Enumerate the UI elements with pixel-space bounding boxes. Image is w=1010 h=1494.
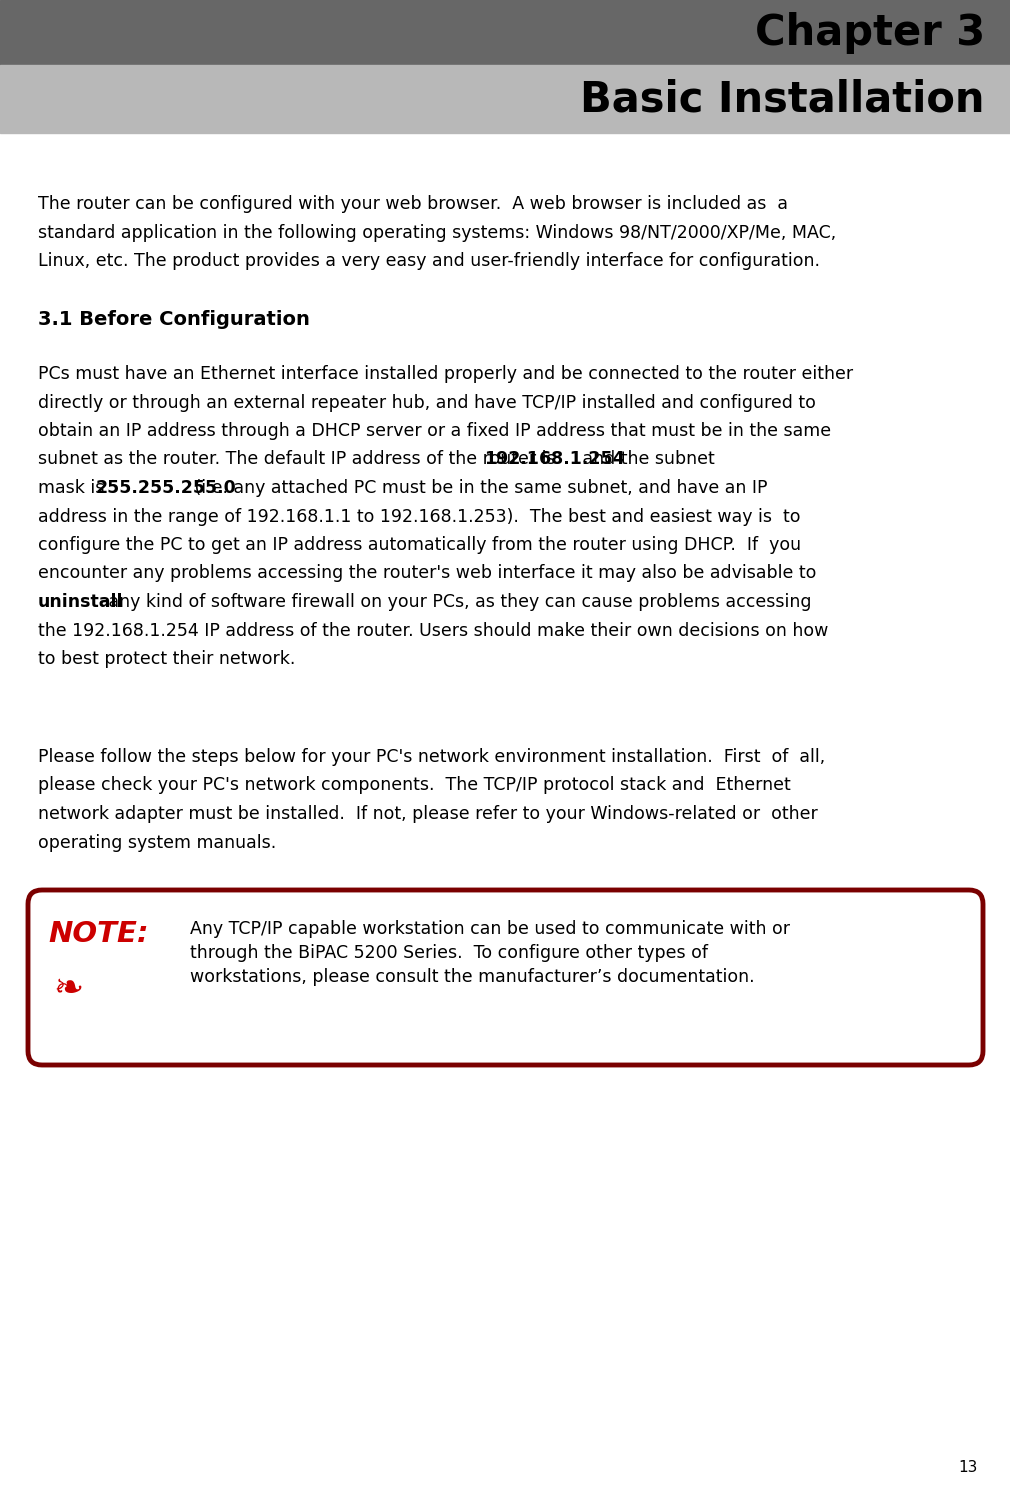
Text: Any TCP/IP capable workstation can be used to communicate with or: Any TCP/IP capable workstation can be us… — [190, 920, 790, 938]
Text: 192.168.1.254: 192.168.1.254 — [484, 451, 624, 469]
Text: uninstall: uninstall — [38, 593, 123, 611]
Text: address in the range of 192.168.1.1 to 192.168.1.253).  The best and easiest way: address in the range of 192.168.1.1 to 1… — [38, 508, 801, 526]
Text: through the BiPAC 5200 Series.  To configure other types of: through the BiPAC 5200 Series. To config… — [190, 944, 708, 962]
Text: workstations, please consult the manufacturer’s documentation.: workstations, please consult the manufac… — [190, 968, 754, 986]
Text: The router can be configured with your web browser.  A web browser is included a: The router can be configured with your w… — [38, 196, 788, 214]
Text: any kind of software firewall on your PCs, as they can cause problems accessing: any kind of software firewall on your PC… — [103, 593, 811, 611]
Text: (i.e. any attached PC must be in the same subnet, and have an IP: (i.e. any attached PC must be in the sam… — [189, 480, 768, 498]
Text: and the subnet: and the subnet — [577, 451, 715, 469]
Text: Please follow the steps below for your PC's network environment installation.  F: Please follow the steps below for your P… — [38, 748, 825, 766]
Text: Chapter 3: Chapter 3 — [754, 12, 985, 54]
Text: mask is: mask is — [38, 480, 110, 498]
FancyBboxPatch shape — [28, 890, 983, 1065]
Text: encounter any problems accessing the router's web interface it may also be advis: encounter any problems accessing the rou… — [38, 565, 816, 583]
Text: directly or through an external repeater hub, and have TCP/IP installed and conf: directly or through an external repeater… — [38, 393, 816, 411]
Text: please check your PC's network components.  The TCP/IP protocol stack and  Ether: please check your PC's network component… — [38, 777, 791, 795]
Text: 13: 13 — [958, 1460, 978, 1475]
Text: operating system manuals.: operating system manuals. — [38, 834, 277, 852]
Text: PCs must have an Ethernet interface installed properly and be connected to the r: PCs must have an Ethernet interface inst… — [38, 365, 853, 382]
Text: obtain an IP address through a DHCP server or a fixed IP address that must be in: obtain an IP address through a DHCP serv… — [38, 421, 831, 441]
Bar — [0, 66, 1010, 133]
Text: configure the PC to get an IP address automatically from the router using DHCP. : configure the PC to get an IP address au… — [38, 536, 801, 554]
Text: to best protect their network.: to best protect their network. — [38, 650, 295, 668]
Text: standard application in the following operating systems: Windows 98/NT/2000/XP/M: standard application in the following op… — [38, 224, 836, 242]
Bar — [0, 0, 1010, 66]
Text: network adapter must be installed.  If not, please refer to your Windows-related: network adapter must be installed. If no… — [38, 805, 818, 823]
Text: 3.1 Before Configuration: 3.1 Before Configuration — [38, 309, 310, 329]
Text: Linux, etc. The product provides a very easy and user-friendly interface for con: Linux, etc. The product provides a very … — [38, 252, 820, 270]
Text: subnet as the router. The default IP address of the router is: subnet as the router. The default IP add… — [38, 451, 562, 469]
Text: 255.255.255.0: 255.255.255.0 — [96, 480, 236, 498]
Text: ❧: ❧ — [53, 973, 83, 1005]
Text: NOTE:: NOTE: — [48, 920, 148, 949]
Text: the 192.168.1.254 IP address of the router. Users should make their own decision: the 192.168.1.254 IP address of the rout… — [38, 622, 828, 639]
Text: Basic Installation: Basic Installation — [581, 78, 985, 120]
